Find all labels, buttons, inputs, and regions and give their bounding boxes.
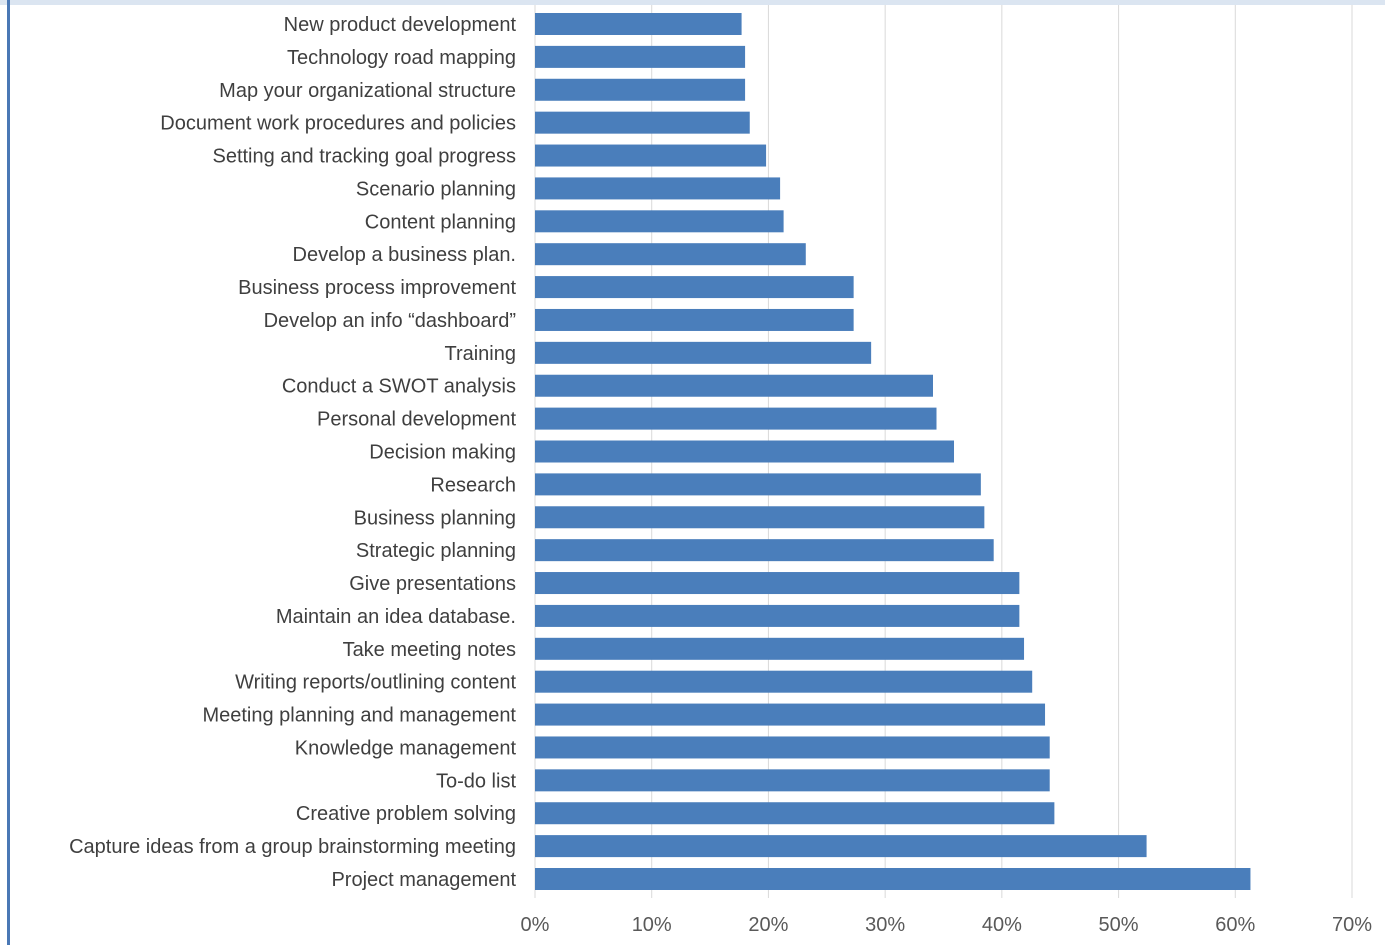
category-label: To-do list bbox=[436, 770, 516, 792]
bar bbox=[535, 210, 784, 233]
category-label: Document work procedures and policies bbox=[160, 113, 516, 135]
bar bbox=[535, 144, 767, 167]
category-label: Content planning bbox=[365, 211, 516, 233]
category-label: Maintain an idea database. bbox=[276, 606, 516, 628]
category-label: Business process improvement bbox=[238, 277, 516, 299]
category-label: Capture ideas from a group brainstorming… bbox=[69, 836, 516, 858]
x-tick-label: 60% bbox=[1215, 914, 1255, 936]
x-tick-label: 0% bbox=[521, 914, 550, 936]
bar bbox=[535, 440, 955, 463]
category-label: Knowledge management bbox=[295, 737, 517, 759]
category-label: Writing reports/outlining content bbox=[235, 672, 516, 694]
bar bbox=[535, 506, 985, 529]
category-label: Project management bbox=[331, 869, 516, 891]
bar bbox=[535, 13, 742, 35]
category-label: New product development bbox=[284, 14, 517, 36]
category-label: Scenario planning bbox=[356, 178, 516, 200]
category-label: Setting and tracking goal progress bbox=[212, 146, 516, 168]
x-tick-label: 70% bbox=[1332, 914, 1372, 936]
bar bbox=[535, 604, 1020, 627]
x-axis-tick-labels: 0% 10% 20% 30% 40% 50% 60% 70% bbox=[521, 914, 1373, 936]
category-label: Business planning bbox=[354, 507, 516, 529]
category-label: Take meeting notes bbox=[343, 639, 516, 661]
category-label: Map your organizational structure bbox=[219, 80, 516, 102]
bar bbox=[535, 835, 1147, 858]
bar bbox=[535, 243, 806, 266]
category-label: Personal development bbox=[317, 409, 516, 431]
category-label: Strategic planning bbox=[356, 540, 516, 562]
bar bbox=[535, 769, 1050, 792]
x-tick-label: 10% bbox=[632, 914, 672, 936]
category-label: Decision making bbox=[369, 442, 516, 464]
bar bbox=[535, 341, 872, 364]
bar bbox=[535, 703, 1046, 726]
bar bbox=[535, 670, 1033, 693]
x-tick-label: 20% bbox=[748, 914, 788, 936]
bar bbox=[535, 736, 1050, 759]
bar bbox=[535, 111, 750, 134]
bar bbox=[535, 177, 781, 200]
bar bbox=[535, 45, 746, 68]
bar bbox=[535, 407, 937, 430]
frame-top-border bbox=[0, 0, 1385, 5]
category-label: Meeting planning and management bbox=[202, 705, 516, 727]
bar bbox=[535, 374, 933, 397]
frame-left-border bbox=[7, 0, 10, 945]
category-label: Technology road mapping bbox=[287, 47, 516, 69]
category-labels: New product development Technology road m… bbox=[69, 14, 516, 891]
category-label: Research bbox=[430, 474, 516, 496]
category-label: Develop an info “dashboard” bbox=[264, 310, 516, 332]
bar bbox=[535, 868, 1251, 890]
bar bbox=[535, 802, 1055, 825]
bar bbox=[535, 539, 994, 562]
x-tick-label: 30% bbox=[865, 914, 905, 936]
bar bbox=[535, 572, 1020, 595]
category-label: Develop a business plan. bbox=[293, 244, 516, 266]
bar bbox=[535, 637, 1025, 660]
category-label: Creative problem solving bbox=[296, 803, 516, 825]
bars bbox=[535, 13, 1251, 890]
x-tick-label: 50% bbox=[1099, 914, 1139, 936]
bar bbox=[535, 308, 854, 331]
x-tick-label: 40% bbox=[982, 914, 1022, 936]
bar bbox=[535, 78, 746, 101]
category-label: Conduct a SWOT analysis bbox=[282, 376, 516, 398]
category-label: Training bbox=[444, 343, 516, 365]
category-label: Give presentations bbox=[349, 573, 516, 595]
bar bbox=[535, 276, 854, 299]
bar bbox=[535, 473, 981, 496]
